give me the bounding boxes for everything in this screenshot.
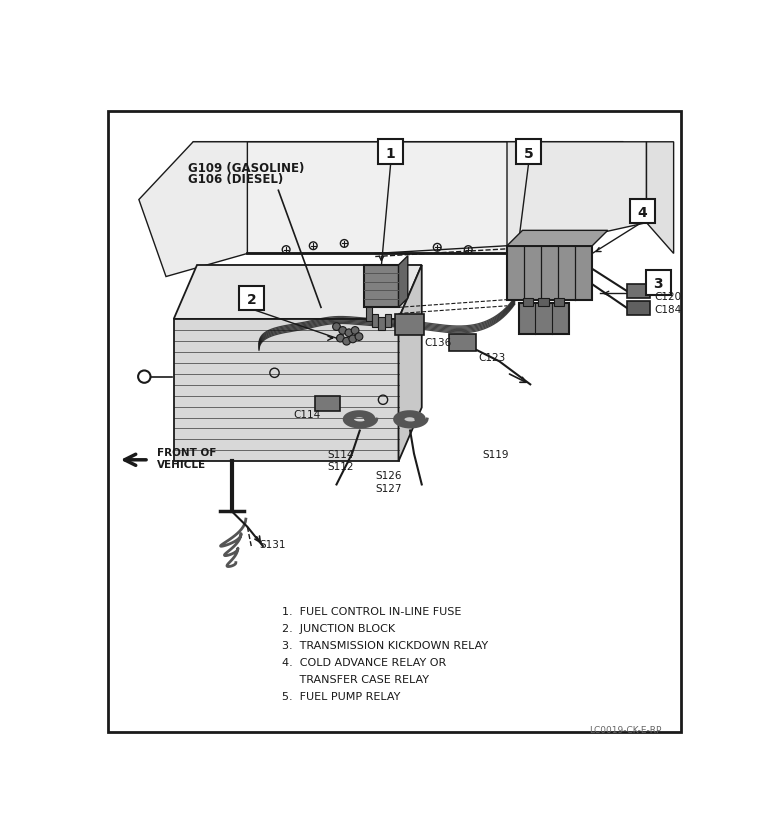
- Bar: [519, 304, 569, 335]
- Text: 4: 4: [638, 206, 648, 220]
- Text: 3: 3: [653, 278, 663, 291]
- Circle shape: [355, 334, 363, 341]
- Circle shape: [336, 335, 344, 343]
- Bar: [627, 302, 651, 316]
- Text: 1: 1: [386, 146, 396, 161]
- FancyBboxPatch shape: [378, 140, 403, 165]
- Polygon shape: [193, 143, 623, 254]
- Text: C184: C184: [654, 304, 681, 314]
- Text: 3.  TRANSMISSION KICKDOWN RELAY: 3. TRANSMISSION KICKDOWN RELAY: [283, 640, 488, 650]
- Bar: [538, 298, 549, 307]
- Bar: [507, 247, 592, 300]
- Text: S131: S131: [259, 540, 286, 550]
- Polygon shape: [139, 143, 247, 278]
- Polygon shape: [174, 266, 422, 319]
- Bar: [394, 314, 424, 336]
- Text: 2.  JUNCTION BLOCK: 2. JUNCTION BLOCK: [283, 624, 395, 634]
- Text: G109 (GASOLINE): G109 (GASOLINE): [188, 161, 304, 175]
- Text: C120: C120: [654, 292, 681, 302]
- Text: TRANSFER CASE RELAY: TRANSFER CASE RELAY: [283, 675, 429, 685]
- FancyBboxPatch shape: [646, 271, 671, 296]
- Bar: [372, 314, 378, 328]
- Bar: [378, 317, 384, 331]
- Text: 5: 5: [524, 146, 534, 161]
- Text: 4.  COLD ADVANCE RELAY OR: 4. COLD ADVANCE RELAY OR: [283, 658, 447, 667]
- Text: S127: S127: [375, 483, 402, 493]
- FancyBboxPatch shape: [517, 140, 541, 165]
- Text: 1.  FUEL CONTROL IN-LINE FUSE: 1. FUEL CONTROL IN-LINE FUSE: [283, 607, 462, 617]
- Text: C114: C114: [294, 409, 321, 419]
- Text: S119: S119: [482, 449, 509, 459]
- Bar: [363, 266, 399, 308]
- Text: G106 (DIESEL): G106 (DIESEL): [188, 173, 283, 186]
- Text: C136: C136: [424, 338, 451, 348]
- Text: S114: S114: [327, 449, 353, 459]
- Polygon shape: [399, 257, 408, 308]
- Bar: [627, 285, 651, 298]
- Text: S126: S126: [375, 471, 402, 481]
- Circle shape: [349, 336, 357, 344]
- Circle shape: [345, 329, 353, 337]
- Bar: [449, 335, 476, 352]
- Text: 5.  FUEL PUMP RELAY: 5. FUEL PUMP RELAY: [283, 691, 400, 701]
- Text: S112: S112: [327, 461, 353, 472]
- Polygon shape: [647, 143, 674, 254]
- Circle shape: [339, 327, 346, 335]
- Polygon shape: [399, 266, 422, 461]
- Bar: [366, 308, 372, 322]
- Bar: [523, 298, 534, 307]
- Polygon shape: [507, 231, 608, 247]
- FancyBboxPatch shape: [630, 200, 655, 224]
- Text: LC0019-CK-E-RP: LC0019-CK-E-RP: [590, 725, 662, 734]
- Circle shape: [351, 327, 359, 335]
- Circle shape: [333, 324, 340, 331]
- Polygon shape: [507, 143, 647, 254]
- Bar: [384, 314, 390, 328]
- Text: 2: 2: [246, 293, 256, 307]
- Polygon shape: [174, 319, 399, 461]
- Bar: [315, 396, 340, 412]
- Bar: [554, 298, 564, 307]
- FancyBboxPatch shape: [239, 287, 263, 311]
- Text: VEHICLE: VEHICLE: [157, 460, 206, 470]
- Circle shape: [343, 338, 350, 345]
- Text: C123: C123: [478, 352, 506, 362]
- Text: FRONT OF: FRONT OF: [157, 447, 216, 457]
